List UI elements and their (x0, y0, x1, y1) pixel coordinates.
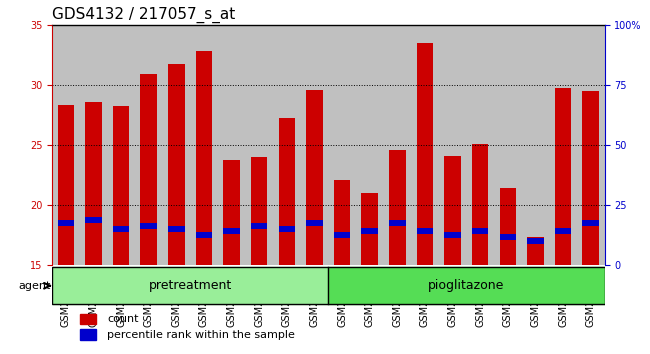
Bar (162, 25, 190, 265)
Bar (278, 226, 295, 232)
Bar (196, 51, 212, 265)
Text: GDS4132 / 217057_s_at: GDS4132 / 217057_s_at (52, 7, 235, 23)
Bar (300, 25, 328, 265)
Bar (224, 228, 240, 234)
Bar (113, 226, 129, 232)
Bar (246, 25, 273, 265)
Bar (554, 88, 571, 265)
Bar (472, 144, 489, 265)
Bar (251, 157, 268, 265)
Bar (224, 160, 240, 265)
Bar (582, 220, 599, 226)
Bar (445, 232, 461, 238)
Text: pretreatment: pretreatment (148, 279, 232, 292)
Bar (582, 91, 599, 265)
Bar (218, 25, 246, 265)
Bar (389, 220, 406, 226)
Bar (168, 226, 185, 232)
Bar (79, 25, 107, 265)
Bar (273, 25, 300, 265)
Bar (278, 118, 295, 265)
Bar (527, 238, 543, 244)
Bar (107, 25, 135, 265)
Bar (85, 217, 101, 223)
Bar (79, 330, 96, 340)
Text: agent: agent (18, 281, 51, 291)
Bar (389, 150, 406, 265)
Bar (251, 223, 268, 229)
Bar (494, 25, 521, 265)
Text: count: count (107, 314, 138, 324)
Bar (85, 102, 101, 265)
Bar (384, 25, 411, 265)
Bar (411, 25, 439, 265)
Bar (334, 232, 350, 238)
Bar (334, 179, 350, 265)
Text: percentile rank within the sample: percentile rank within the sample (107, 330, 295, 339)
Bar (52, 267, 328, 304)
Text: pioglitazone: pioglitazone (428, 279, 504, 292)
Bar (417, 43, 433, 265)
Bar (361, 228, 378, 234)
Bar (306, 90, 322, 265)
Bar (577, 25, 605, 265)
Bar (417, 228, 433, 234)
Bar (196, 232, 212, 238)
Bar (168, 64, 185, 265)
Bar (472, 228, 489, 234)
Bar (140, 223, 157, 229)
Bar (356, 25, 384, 265)
Bar (527, 237, 543, 265)
Bar (113, 107, 129, 265)
Bar (499, 234, 516, 240)
Bar (306, 220, 322, 226)
Bar (57, 105, 74, 265)
Bar (140, 74, 157, 265)
Bar (52, 25, 79, 265)
Bar (549, 25, 577, 265)
Bar (52, 267, 605, 304)
Bar (554, 228, 571, 234)
Bar (135, 25, 162, 265)
Bar (467, 25, 494, 265)
Bar (439, 25, 467, 265)
Bar (328, 25, 356, 265)
Bar (190, 25, 218, 265)
Bar (499, 188, 516, 265)
Bar (57, 220, 74, 226)
Bar (521, 25, 549, 265)
Bar (361, 193, 378, 265)
Bar (328, 267, 604, 304)
Bar (79, 314, 96, 324)
Bar (445, 156, 461, 265)
